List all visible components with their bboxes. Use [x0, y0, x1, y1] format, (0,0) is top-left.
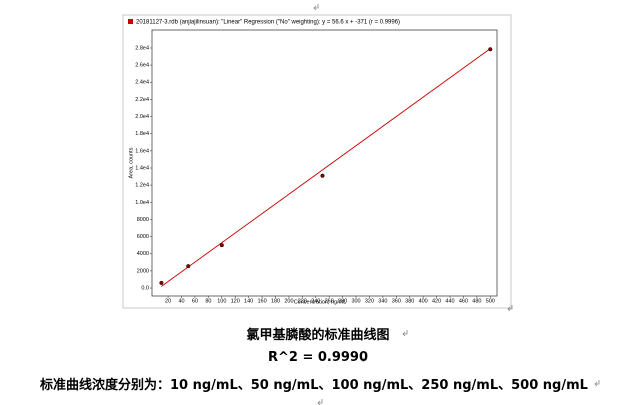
x-tick-label: 220 [298, 298, 307, 304]
x-tick-label: 120 [231, 298, 240, 304]
y-tick-label: 4000 [137, 251, 149, 257]
x-tick-label: 80 [205, 298, 211, 304]
y-axis-title: Area, counts [128, 147, 134, 178]
y-tick-label: 1.2e4 [135, 183, 149, 189]
y-tick-label: 1.6e4 [135, 148, 149, 154]
x-tick-label: 360 [392, 298, 401, 304]
y-tick-label: 1.4e4 [135, 165, 149, 171]
y-tick-label: 1.0e4 [135, 200, 149, 206]
caption: 氯甲基膦酸的标准曲线图 [246, 328, 390, 343]
x-tick-label: 280 [338, 298, 347, 304]
fit-line [161, 48, 491, 287]
y-tick-label: 2.2e4 [135, 97, 149, 103]
y-tick-label: 6000 [137, 234, 149, 240]
y-tick-label: 8000 [137, 217, 149, 223]
data-point [159, 280, 164, 285]
plot-area [151, 29, 498, 297]
x-tick-label: 480 [472, 298, 481, 304]
x-tick-label: 200 [284, 298, 293, 304]
x-tick-label: 40 [178, 298, 184, 304]
legend-swatch [128, 19, 133, 24]
x-tick-label: 320 [365, 298, 374, 304]
legend-label: 20181127-3.rdb (anjiajilinsuan): "Linear… [136, 20, 400, 26]
chart-frame [122, 14, 512, 309]
data-point [219, 243, 224, 248]
x-tick-label: 400 [419, 298, 428, 304]
x-tick-label: 60 [192, 298, 198, 304]
x-tick-label: 440 [445, 298, 454, 304]
data-point [186, 264, 191, 269]
x-tick-label: 260 [325, 298, 334, 304]
x-tick-label: 20 [165, 298, 171, 304]
y-tick-label: 2000 [137, 268, 149, 274]
data-point [320, 173, 325, 178]
x-tick-label: 460 [459, 298, 468, 304]
concentrations: 标准曲线浓度分别为：10 ng/mL、50 ng/mL、100 ng/mL、25… [40, 378, 588, 393]
paragraph-marks [313, 4, 600, 405]
y-tick-label: 1.8e4 [135, 131, 149, 137]
x-tick-label: 420 [432, 298, 441, 304]
x-tick-label: 380 [405, 298, 414, 304]
x-tick-label: 180 [271, 298, 280, 304]
x-tick-label: 340 [378, 298, 387, 304]
x-tick-label: 160 [257, 298, 266, 304]
y-tick-label: 2.4e4 [135, 80, 149, 86]
x-tick-label: 140 [244, 298, 253, 304]
x-tick-label: 240 [311, 298, 320, 304]
x-tick-label: 300 [351, 298, 360, 304]
r-squared: R^2 = 0.9990 [267, 350, 369, 365]
y-tick-label: 2.6e4 [135, 63, 149, 69]
y-tick-label: 2.0e4 [135, 114, 149, 120]
x-tick-label: 100 [217, 298, 226, 304]
x-axis-title: Concentration, ng/mL [294, 299, 347, 305]
y-tick-label: 0.0 [141, 285, 149, 291]
data-point [488, 47, 493, 52]
y-tick-label: 2.8e4 [135, 45, 149, 51]
x-tick-label: 500 [486, 298, 495, 304]
